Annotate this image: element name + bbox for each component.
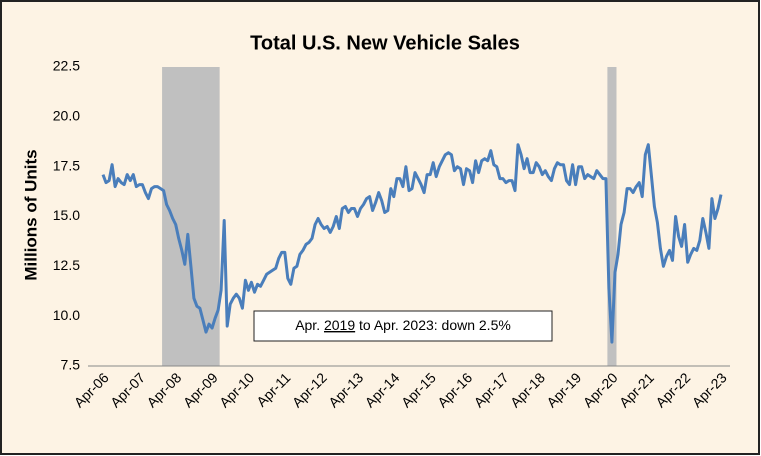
shaded-period (607, 67, 617, 366)
annotation-part: to Apr. 2023: down 2.5% (355, 317, 511, 333)
annotation-underlined: 2019 (324, 317, 355, 333)
y-tick-label: 12.5 (53, 257, 80, 273)
y-tick-label: 20.0 (53, 108, 80, 124)
chart-title: Total U.S. New Vehicle Sales (250, 32, 520, 54)
y-tick-label: 17.5 (53, 157, 80, 173)
y-tick-label: 7.5 (61, 357, 81, 373)
annotation-box (253, 310, 553, 342)
annotation-part: Apr. (295, 317, 324, 333)
y-axis-label: Millions of Units (21, 149, 40, 280)
data-line (101, 143, 723, 344)
y-tick-label: 15.0 (53, 207, 80, 223)
annotation: Apr. 2019 to Apr. 2023: down 2.5% (295, 317, 511, 333)
y-tick-label: 22.5 (53, 58, 80, 74)
y-tick-label: 10.0 (53, 307, 80, 323)
